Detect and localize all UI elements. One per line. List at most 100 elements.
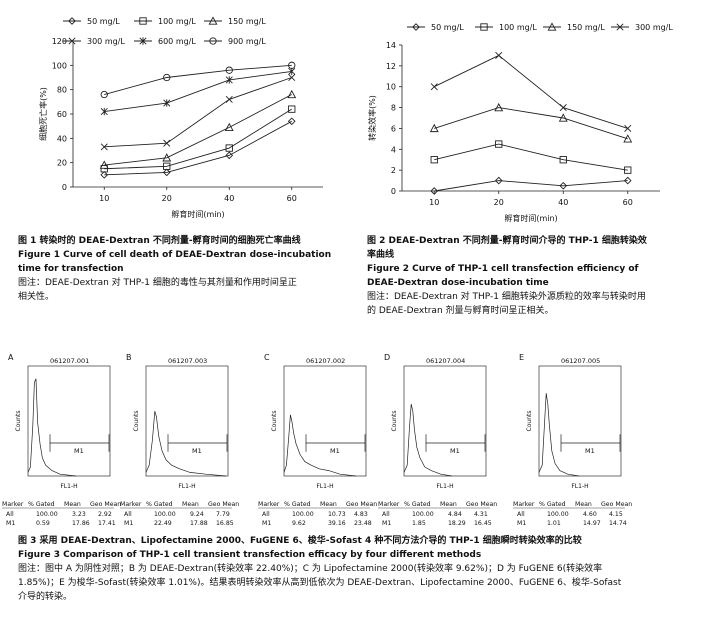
figure-3-note-2: 1.85%)；E 为梭华-Sofast(转染效率 1.01%)。结果表明转染效率… — [18, 578, 622, 588]
stats-m1-cell: 14.74 — [609, 520, 627, 527]
y-tick-label: 120 — [52, 37, 67, 46]
x-tick-label: 60 — [287, 194, 297, 203]
stats-header: % Gated — [28, 501, 55, 508]
series-line — [104, 120, 292, 176]
data-point — [430, 156, 438, 164]
legend-marker — [68, 17, 76, 25]
y-tick-label: 40 — [57, 134, 67, 143]
figure-2-title-en-1: Figure 2 Curve of THP-1 cell transfectio… — [367, 264, 639, 274]
figure-1-title-cn: 图 1 转染时的 DEAE-Dextran 不同剂量-孵育时间的细胞死亡率曲线 — [18, 236, 301, 246]
stats-all-cell: All — [262, 511, 270, 518]
m1-gate — [425, 434, 486, 452]
stats-m1-cell: M1 — [6, 520, 15, 527]
x-tick-label: 10 — [99, 194, 109, 203]
panel-file-id: 061207.002 — [306, 357, 345, 365]
stats-header: Geo Mean — [346, 501, 377, 508]
histogram-frame — [283, 365, 367, 477]
stats-header: Mean — [320, 501, 337, 508]
data-point — [224, 122, 234, 132]
figure-1-title-en-2: time for transfection — [18, 264, 124, 274]
x-tick-label: 40 — [224, 194, 234, 203]
stats-all-cell: 4.15 — [609, 511, 623, 518]
fl1h-label: FL1-H — [436, 483, 453, 490]
transfection-efficiency-chart: 0 2 4 6 8 10 12 14 10 20 40 60 孵育时间(min) 转染效率(%) 50 mg… — [367, 22, 673, 223]
figure-2-note-1: 图注：DEAE-Dextran 对 THP-1 细胞转染外源质粒的效率与转染时用 — [367, 292, 646, 302]
legend-marker — [616, 23, 624, 31]
legend-label: 100 mg/L — [499, 23, 537, 32]
stats-header: Marker — [120, 501, 142, 508]
legend-marker — [412, 23, 420, 31]
x-tick-label: 40 — [558, 198, 568, 207]
data-point — [559, 156, 567, 164]
legend-marker — [547, 22, 557, 31]
legend-marker — [68, 37, 76, 45]
stats-m1-cell: 14.97 — [583, 520, 601, 527]
data-point — [287, 89, 297, 99]
figure-2-note-2: 的 DEAE-Dextran 剂量与孵育时间呈正相关。 — [367, 306, 554, 316]
x-axis-label: 孵育时间(min) — [504, 213, 557, 223]
histogram-frame — [27, 365, 111, 477]
stats-header: Geo Mean — [90, 501, 121, 508]
y-tick-label: 2 — [391, 166, 396, 175]
stats-all-cell: 4.84 — [448, 511, 462, 518]
legend-label: 150 mg/L — [228, 17, 266, 26]
y-tick-label: 20 — [57, 159, 67, 168]
m1-gate-label: M1 — [585, 447, 595, 455]
legend-marker — [139, 17, 147, 25]
stats-m1-cell: 16.45 — [474, 520, 492, 527]
fl1h-label: FL1-H — [316, 483, 333, 490]
legend-label: 600 mg/L — [158, 37, 196, 46]
legend-marker — [208, 16, 218, 25]
stats-header: % Gated — [284, 501, 311, 508]
legend-label: 300 mg/L — [635, 23, 673, 32]
data-point — [559, 104, 567, 112]
figure-3-note-1: 图注：图中 A 为阴性对照；B 为 DEAE-Dextran(转染效率 22.4… — [18, 564, 603, 574]
fl1h-label: FL1-H — [178, 483, 195, 490]
data-point — [287, 117, 296, 126]
stats-all-cell: 100.00 — [292, 511, 314, 518]
stats-header: Marker — [258, 501, 280, 508]
stats-m1-cell: M1 — [124, 520, 133, 527]
stats-all-cell: 100.00 — [154, 511, 176, 518]
y-tick-label: 60 — [57, 110, 67, 119]
stats-all-cell: 2.92 — [98, 511, 112, 518]
stats-all-cell: 7.79 — [216, 511, 230, 518]
stats-m1-cell: 0.59 — [36, 520, 50, 527]
data-point — [558, 113, 568, 122]
stats-m1-cell: M1 — [262, 520, 271, 527]
stats-m1-cell: 16.85 — [216, 520, 234, 527]
y-tick-label: 8 — [391, 104, 396, 113]
counts-label: Counts — [133, 411, 140, 432]
x-tick-label: 10 — [429, 198, 439, 207]
stats-m1-cell: 1.01 — [547, 520, 561, 527]
panel-file-id: 061207.004 — [426, 357, 465, 365]
stats-m1-cell: 18.29 — [448, 520, 466, 527]
stats-all-cell: All — [124, 511, 132, 518]
data-point — [559, 181, 568, 190]
stats-m1-cell: 9.62 — [292, 520, 306, 527]
data-point — [225, 144, 233, 152]
panel-file-id: 061207.001 — [50, 357, 89, 365]
figure-1-note-2: 相关性。 — [18, 292, 55, 302]
series-line — [104, 70, 292, 113]
y-tick-label: 10 — [386, 83, 396, 92]
stats-all-cell: 4.83 — [354, 511, 368, 518]
histogram-frame — [403, 365, 487, 477]
panel-letter: C — [264, 353, 270, 362]
y-axis-label: 转染效率(%) — [367, 95, 377, 141]
stats-all-cell: 100.00 — [547, 511, 569, 518]
histogram-curve — [283, 414, 357, 477]
stats-all-cell: 100.00 — [412, 511, 434, 518]
histogram-frame — [145, 365, 229, 477]
stats-all-cell: 100.00 — [36, 511, 58, 518]
panel-letter: B — [126, 353, 132, 362]
series-line — [104, 64, 292, 95]
figure-3-title-cn: 图 3 采用 DEAE-Dextran、Lipofectamine 2000、F… — [18, 536, 582, 546]
data-point — [225, 95, 233, 103]
series-line — [104, 108, 292, 170]
y-tick-label: 0 — [62, 183, 67, 192]
data-point — [430, 187, 439, 195]
data-point — [288, 61, 296, 69]
legend-label: 50 mg/L — [431, 23, 464, 32]
figure-2-title-cn-2: 率曲线 — [367, 250, 395, 260]
